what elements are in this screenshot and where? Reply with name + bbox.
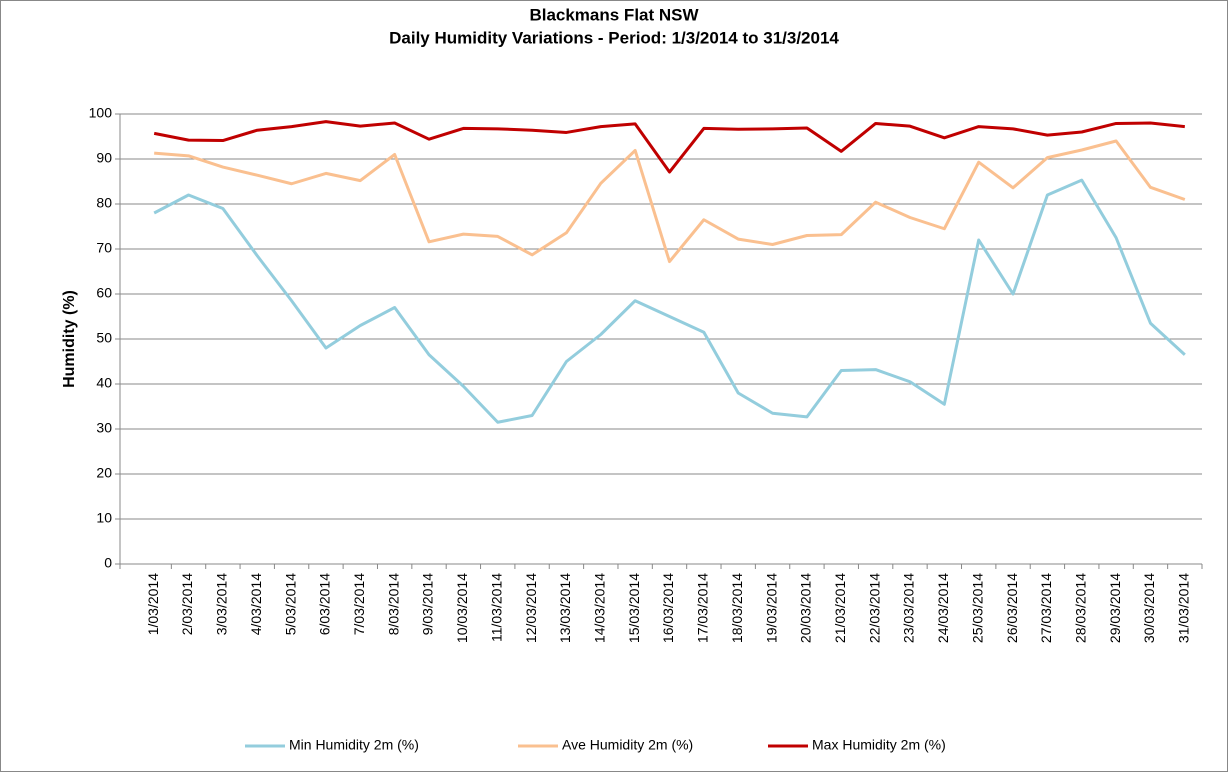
x-tick-label: 28/03/2014	[1072, 573, 1088, 643]
legend-label: Min Humidity 2m (%)	[289, 737, 419, 753]
x-tick-label: 26/03/2014	[1004, 573, 1020, 643]
x-tick-label: 3/03/2014	[214, 573, 230, 635]
data-line	[154, 139, 1186, 264]
y-tick-label: 70	[96, 240, 112, 256]
x-tick-label: 7/03/2014	[351, 573, 367, 635]
x-tick-label: 17/03/2014	[695, 573, 711, 643]
x-tick-label: 10/03/2014	[454, 573, 470, 643]
x-tick-label: 20/03/2014	[798, 573, 814, 643]
x-tick-label: 8/03/2014	[385, 573, 401, 635]
x-tick-label: 25/03/2014	[969, 573, 985, 643]
x-tick-label: 9/03/2014	[420, 573, 436, 635]
data-line	[153, 178, 1186, 424]
y-tick-label: 20	[96, 465, 112, 481]
y-tick-label: 50	[96, 330, 112, 346]
y-tick-label: 80	[96, 195, 112, 211]
x-tick-label: 18/03/2014	[729, 573, 745, 643]
x-tick-label: 19/03/2014	[763, 573, 779, 643]
y-tick-label: 90	[96, 150, 112, 166]
legend-label: Ave Humidity 2m (%)	[562, 737, 693, 753]
x-tick-label: 27/03/2014	[1038, 573, 1054, 643]
x-tick-label: 5/03/2014	[282, 573, 298, 635]
y-tick-label: 60	[96, 285, 112, 301]
x-tick-label: 29/03/2014	[1107, 573, 1123, 643]
x-tick-label: 1/03/2014	[145, 573, 161, 635]
y-tick-label: 0	[104, 555, 112, 571]
x-tick-label: 4/03/2014	[248, 573, 264, 635]
x-tick-label: 30/03/2014	[1141, 573, 1157, 643]
chart-subtitle: Daily Humidity Variations - Period: 1/3/…	[389, 28, 839, 47]
x-tick-label: 13/03/2014	[557, 573, 573, 643]
legend-label: Max Humidity 2m (%)	[812, 737, 946, 753]
x-tick-label: 15/03/2014	[626, 573, 642, 643]
x-tick-label: 31/03/2014	[1176, 573, 1192, 643]
y-axis-title: Humidity (%)	[61, 290, 78, 388]
x-tick-label: 23/03/2014	[901, 573, 917, 643]
y-tick-label: 10	[96, 510, 112, 526]
x-tick-label: 14/03/2014	[591, 573, 607, 643]
x-tick-label: 24/03/2014	[935, 573, 951, 643]
y-tick-label: 40	[96, 375, 112, 391]
chart-title: Blackmans Flat NSW	[529, 5, 699, 24]
x-tick-label: 16/03/2014	[660, 573, 676, 643]
x-tick-label: 11/03/2014	[488, 573, 504, 642]
y-tick-label: 30	[96, 420, 112, 436]
x-tick-label: 6/03/2014	[317, 573, 333, 635]
data-line	[153, 120, 1185, 174]
x-tick-label: 2/03/2014	[179, 573, 195, 635]
x-tick-label: 21/03/2014	[832, 573, 848, 643]
y-tick-label: 100	[89, 105, 113, 121]
x-tick-label: 12/03/2014	[523, 573, 539, 643]
x-tick-label: 22/03/2014	[866, 573, 882, 643]
